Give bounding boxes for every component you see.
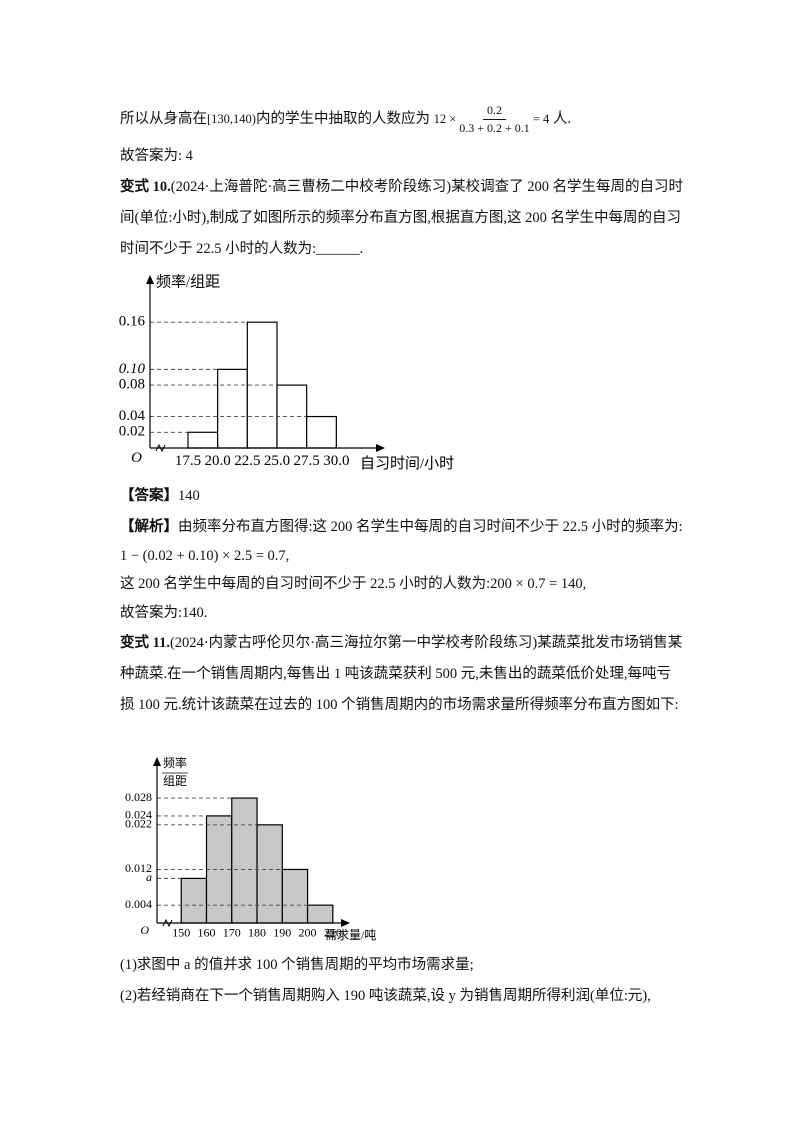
x-tick-label: 210 bbox=[324, 926, 342, 940]
label: 变式 11. bbox=[120, 635, 170, 651]
solution-line: 1 − (0.02 + 0.10) × 2.5 = 0.7, bbox=[120, 541, 685, 572]
x-arrow bbox=[341, 919, 350, 927]
label: 【解析】 bbox=[120, 519, 178, 535]
x-tick-label: 200 bbox=[299, 926, 317, 940]
solution-line: 故答案为:140. bbox=[120, 598, 685, 629]
y-tick-label: 0.10 bbox=[119, 361, 146, 377]
variant-10: 变式 10.(2024·上海普陀·高三曹杨二中校考阶段练习)某校调查了 200 … bbox=[120, 172, 685, 265]
x-tick-label: 25.0 bbox=[264, 453, 290, 469]
y-tick-label: 0.028 bbox=[125, 790, 152, 804]
x-tick-label: 20.0 bbox=[205, 453, 231, 469]
fraction: 0.2 0.3 + 0.2 + 0.1 bbox=[459, 102, 530, 137]
bar bbox=[306, 904, 334, 924]
bar bbox=[231, 797, 258, 924]
y-tick-label: 0.04 bbox=[119, 408, 146, 424]
y-tick-label: 0.022 bbox=[125, 817, 152, 831]
text: 人. bbox=[552, 110, 571, 127]
y-tick-label: 0.004 bbox=[125, 897, 152, 911]
y-axis-label: 频率 bbox=[163, 755, 187, 770]
label: 变式 10. bbox=[120, 179, 171, 195]
x-tick-label: 17.5 bbox=[175, 453, 201, 469]
y-tick-label: 0.012 bbox=[125, 861, 152, 875]
y-tick-label: 0.16 bbox=[119, 314, 146, 330]
x-tick-label: 160 bbox=[198, 926, 216, 940]
y-tick-label: 0.08 bbox=[119, 377, 145, 393]
bar bbox=[256, 824, 283, 924]
answer-line: 故答案为: 4 bbox=[120, 141, 685, 172]
variant-11: 变式 11.(2024·内蒙古呼伦贝尔·高三海拉尔第一中学校考阶段练习)某蔬菜批… bbox=[120, 628, 685, 721]
bar bbox=[281, 868, 309, 924]
answer-10: 【答案】140 bbox=[120, 481, 685, 512]
y-axis-label: 频率/组距 bbox=[156, 273, 220, 290]
text: (1)求图中 a 的值并求 100 个销售周期的平均市场需求量; bbox=[120, 957, 474, 973]
origin-label: O bbox=[131, 450, 142, 466]
value: 4 bbox=[185, 148, 193, 164]
intro-line: 所以从身高在[130,140)内的学生中抽取的人数应为 12 × 0.2 0.3 +… bbox=[120, 102, 685, 137]
axis-break bbox=[155, 443, 166, 453]
value: 140 bbox=[178, 488, 200, 504]
bar bbox=[187, 431, 219, 449]
label: 【答案】 bbox=[120, 488, 178, 504]
axis-break bbox=[162, 918, 173, 928]
bar bbox=[180, 877, 208, 924]
solution-10: 【解析】由频率分布直方图得:这 200 名学生中每周的自习时间不少于 22.5 … bbox=[120, 512, 685, 543]
y-tick-label: a bbox=[146, 870, 152, 884]
text: 故答案为:140. bbox=[120, 605, 208, 621]
origin-label: O bbox=[140, 923, 149, 937]
x-tick-label: 30.0 bbox=[323, 453, 349, 469]
x-tick-label: 150 bbox=[172, 926, 190, 940]
y-arrow bbox=[146, 275, 154, 284]
text: 内的学生中抽取的人数应为 bbox=[255, 110, 430, 127]
question: (1)求图中 a 的值并求 100 个销售周期的平均市场需求量; bbox=[120, 950, 685, 981]
formula: = 4 bbox=[532, 111, 550, 126]
x-arrow bbox=[376, 444, 385, 452]
y-tick-label: 0.024 bbox=[125, 808, 152, 822]
bar bbox=[306, 415, 337, 449]
x-tick-label: 190 bbox=[273, 926, 291, 940]
numerator: 0.2 bbox=[483, 102, 507, 120]
denominator: 0.3 + 0.2 + 0.1 bbox=[459, 121, 530, 135]
text: (2)若经销商在下一个销售周期购入 190 吨该蔬菜,设 y 为销售周期所得利润… bbox=[120, 988, 651, 1004]
question: (2)若经销商在下一个销售周期购入 190 吨该蔬菜,设 y 为销售周期所得利润… bbox=[120, 981, 700, 1012]
interval: [130,140) bbox=[207, 111, 256, 126]
y-axis-label: 组距 bbox=[163, 774, 187, 788]
x-axis-label: 需求量/吨 bbox=[325, 928, 376, 942]
text: (2024·内蒙古呼伦贝尔·高三海拉尔第一中学校考阶段练习)某蔬菜批发市场销售某… bbox=[120, 635, 683, 713]
x-tick-label: 180 bbox=[248, 926, 266, 940]
label: 故答案为: bbox=[120, 148, 183, 164]
text: 由频率分布直方图得:这 200 名学生中每周的自习时间不少于 22.5 小时的频… bbox=[178, 519, 683, 535]
formula: 1 − (0.02 + 0.10) × 2.5 = 0.7, bbox=[120, 548, 290, 564]
text: 所以从身高在 bbox=[120, 110, 207, 127]
y-tick-label: 0.02 bbox=[119, 424, 145, 440]
text: 这 200 名学生中每周的自习时间不少于 22.5 小时的人数为:200 × 0… bbox=[120, 576, 587, 592]
x-axis-label: 自习时间/小时 bbox=[360, 455, 454, 472]
x-tick-label: 170 bbox=[223, 926, 241, 940]
x-tick-label: 27.5 bbox=[294, 453, 320, 469]
solution-line: 这 200 名学生中每周的自习时间不少于 22.5 小时的人数为:200 × 0… bbox=[120, 569, 685, 600]
x-tick-label: 22.5 bbox=[234, 453, 260, 469]
formula: 12 × bbox=[433, 111, 457, 126]
bar bbox=[217, 368, 248, 449]
text: (2024·上海普陀·高三曹杨二中校考阶段练习)某校调查了 200 名学生每周的… bbox=[120, 179, 684, 257]
y-arrow bbox=[153, 757, 161, 766]
